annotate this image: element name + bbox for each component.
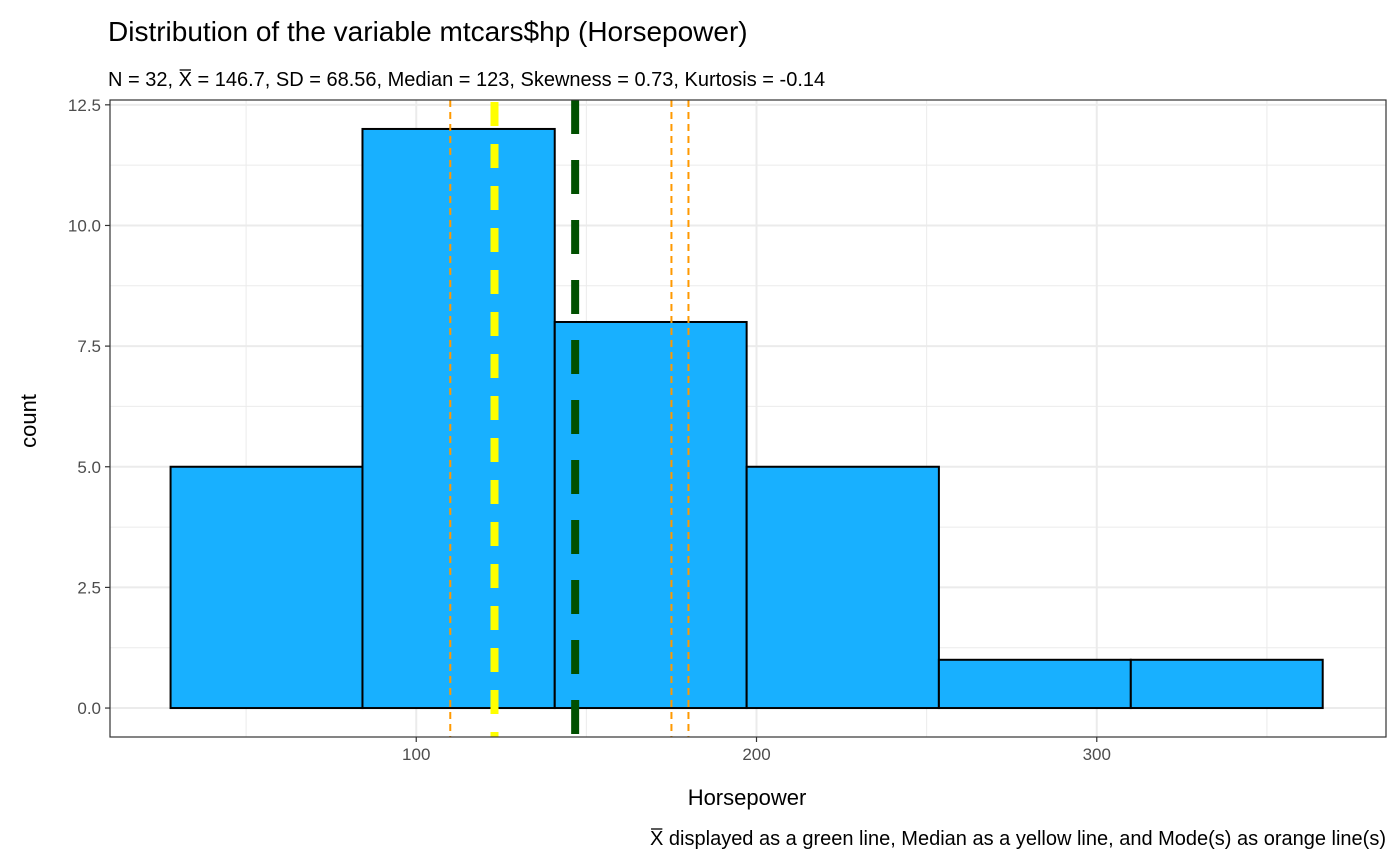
- histogram-bar: [937, 658, 1132, 710]
- subtitle-prefix: N = 32,: [108, 69, 179, 91]
- chart-subtitle: N = 32, X = 146.7, SD = 68.56, Median = …: [108, 69, 825, 91]
- x-axis-title: Horsepower: [688, 785, 807, 810]
- y-tick-label: 12.5: [68, 96, 101, 115]
- y-tick-label: 2.5: [77, 578, 101, 597]
- panel-border: [109, 99, 1387, 738]
- subtitle-stats: = 146.7, SD = 68.56, Median = 123, Skewn…: [192, 69, 825, 91]
- histogram-bar: [553, 320, 748, 710]
- y-tick-label: 7.5: [77, 337, 101, 356]
- chart-caption: X displayed as a green line, Median as a…: [650, 828, 1386, 850]
- y-tick-label: 10.0: [68, 216, 101, 235]
- x-axis-ticks: 100 200 300: [402, 737, 1111, 764]
- x-tick-label: 200: [742, 745, 770, 764]
- histogram-bar: [361, 127, 556, 710]
- y-tick-label: 5.0: [77, 458, 101, 477]
- caption-rest: displayed as a green line, Median as a y…: [663, 828, 1386, 850]
- y-axis-ticks: 0.0 2.5 5.0 7.5 10.0 12.5: [68, 96, 110, 718]
- x-tick-label: 100: [402, 745, 430, 764]
- y-tick-label: 0.0: [77, 699, 101, 718]
- caption-xbar-symbol: X: [650, 828, 663, 850]
- chart-title: Distribution of the variable mtcars$hp (…: [108, 16, 748, 47]
- histogram-bar: [1129, 658, 1324, 710]
- reference-lines: [449, 100, 690, 737]
- histogram-bar: [745, 465, 940, 710]
- x-tick-label: 300: [1083, 745, 1111, 764]
- histogram-bars: [169, 127, 1324, 710]
- y-axis-title: count: [16, 394, 41, 448]
- histogram-bar: [169, 465, 364, 710]
- subtitle-xbar-symbol: X: [179, 69, 192, 91]
